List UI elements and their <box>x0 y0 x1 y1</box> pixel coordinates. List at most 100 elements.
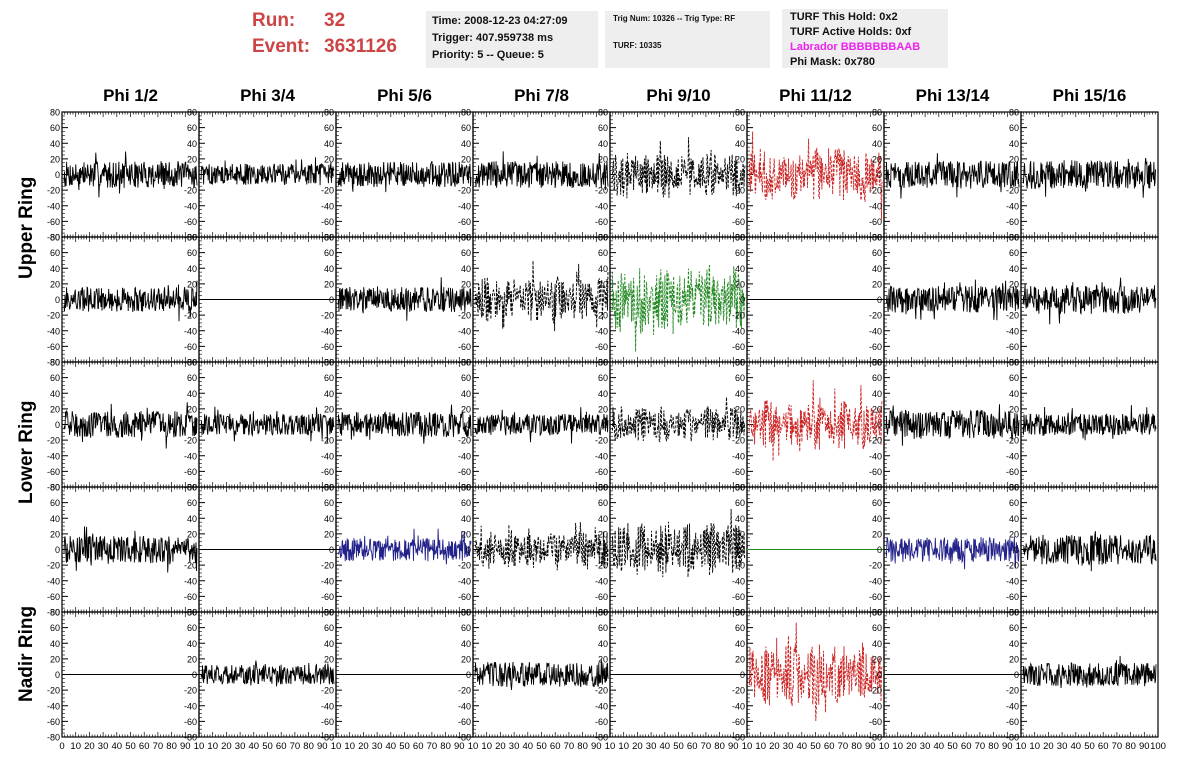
event-value: 3631126 <box>324 36 397 57</box>
y-tick-label: 40 <box>50 139 60 149</box>
y-tick-label: -20 <box>732 561 745 571</box>
y-tick-label: 20 <box>461 279 471 289</box>
y-tick-label: 60 <box>872 248 882 258</box>
waveform-trace <box>63 151 198 198</box>
y-tick-label: 0 <box>55 545 60 555</box>
y-tick-label: 0 <box>329 545 334 555</box>
phi-label-7-8: Phi 7/8 <box>514 86 569 105</box>
phi-mask-text: Phi Mask: 0x780 <box>790 56 875 68</box>
y-tick-label: 80 <box>1009 233 1019 243</box>
y-tick-label: 20 <box>735 404 745 414</box>
y-tick-label: -40 <box>458 201 471 211</box>
y-tick-label: 20 <box>598 154 608 164</box>
y-tick-label: 80 <box>187 608 197 618</box>
y-tick-label: -20 <box>595 561 608 571</box>
panel-r4-c1: 80 60 40 20 0 -20 -40 -60 -80 <box>47 483 200 618</box>
y-tick-label: 20 <box>1009 154 1019 164</box>
trigger-text: Trigger: 407.959738 ms <box>432 32 554 44</box>
y-tick-label: -40 <box>321 451 334 461</box>
y-tick-label: -20 <box>1006 561 1019 571</box>
y-tick-label: 20 <box>187 529 197 539</box>
y-tick-label: -60 <box>595 592 608 602</box>
waveform-trace <box>885 404 1020 446</box>
y-tick-label: 40 <box>872 264 882 274</box>
time-text: Time: 2008-12-23 04:27:09 <box>432 15 568 27</box>
y-tick-label: -80 <box>47 483 60 493</box>
turf-hold-text: TURF This Hold: 0x2 <box>790 11 898 23</box>
waveform-trace <box>474 407 609 444</box>
y-tick-label: 60 <box>50 498 60 508</box>
y-tick-label: 40 <box>461 389 471 399</box>
y-tick-label: 0 <box>1014 545 1019 555</box>
y-tick-label: -20 <box>184 686 197 696</box>
y-tick-label: 20 <box>324 404 334 414</box>
y-tick-label: -20 <box>47 561 60 571</box>
phi-label-13-14: Phi 13/14 <box>915 86 990 105</box>
y-tick-label: 40 <box>50 514 60 524</box>
trig-info-box: Trig Num: 10326 -- Trig Type: RF TURF: 1… <box>605 11 770 68</box>
y-tick-label: 40 <box>187 639 197 649</box>
y-tick-label: 0 <box>1014 170 1019 180</box>
y-tick-label: -60 <box>732 342 745 352</box>
y-tick-label: -60 <box>732 467 745 477</box>
y-tick-label: 60 <box>461 123 471 133</box>
y-tick-label: -40 <box>321 326 334 336</box>
y-tick-label: -20 <box>732 311 745 321</box>
y-tick-label: 0 <box>877 420 882 430</box>
y-tick-label: -60 <box>1006 467 1019 477</box>
y-tick-label: -40 <box>732 326 745 336</box>
waveform-trace <box>63 526 198 573</box>
y-tick-label: 80 <box>872 358 882 368</box>
y-tick-label: 40 <box>1009 264 1019 274</box>
y-tick-label: 80 <box>872 233 882 243</box>
y-tick-label: 0 <box>55 670 60 680</box>
y-tick-label: 60 <box>872 123 882 133</box>
y-tick-label: 60 <box>324 373 334 383</box>
y-tick-label: 80 <box>1009 483 1019 493</box>
y-tick-label: 40 <box>735 264 745 274</box>
y-tick-label: -60 <box>184 717 197 727</box>
y-tick-label: 40 <box>324 139 334 149</box>
y-tick-label: 0 <box>877 295 882 305</box>
y-tick-label: 20 <box>324 154 334 164</box>
y-tick-label: -80 <box>47 733 60 743</box>
y-tick-label: -60 <box>595 467 608 477</box>
waveform-trace <box>885 536 1020 570</box>
y-tick-label: -40 <box>47 201 60 211</box>
waveform-trace <box>200 406 335 444</box>
y-tick-label: 40 <box>598 139 608 149</box>
y-tick-label: 40 <box>461 139 471 149</box>
y-tick-label: -40 <box>184 576 197 586</box>
y-tick-label: 20 <box>324 279 334 289</box>
y-tick-label: -40 <box>458 576 471 586</box>
y-tick-label: -60 <box>458 217 471 227</box>
y-tick-label: -60 <box>458 467 471 477</box>
waveform-trace <box>337 528 472 565</box>
y-tick-label: 60 <box>872 373 882 383</box>
y-tick-label: 60 <box>598 373 608 383</box>
run-value: 32 <box>324 10 346 31</box>
y-tick-label: 0 <box>55 295 60 305</box>
y-tick-label: -40 <box>184 326 197 336</box>
turf-active-text: TURF Active Holds: 0xf <box>790 26 912 38</box>
y-tick-label: 80 <box>461 108 471 118</box>
y-tick-label: 80 <box>735 108 745 118</box>
y-tick-label: -20 <box>1006 186 1019 196</box>
y-tick-label: 80 <box>187 233 197 243</box>
y-tick-label: -80 <box>47 358 60 368</box>
y-tick-label: -20 <box>321 561 334 571</box>
y-tick-label: 20 <box>872 529 882 539</box>
y-tick-label: 0 <box>1014 295 1019 305</box>
y-tick-label: 60 <box>50 623 60 633</box>
y-tick-label: 80 <box>598 483 608 493</box>
y-tick-label: -20 <box>869 436 882 446</box>
y-tick-label: 0 <box>603 170 608 180</box>
y-tick-label: 0 <box>55 170 60 180</box>
y-tick-label: -40 <box>1006 451 1019 461</box>
y-tick-label: 40 <box>187 139 197 149</box>
labrador-text: Labrador BBBBBBBAAB <box>790 41 921 53</box>
y-tick-label: -40 <box>1006 201 1019 211</box>
